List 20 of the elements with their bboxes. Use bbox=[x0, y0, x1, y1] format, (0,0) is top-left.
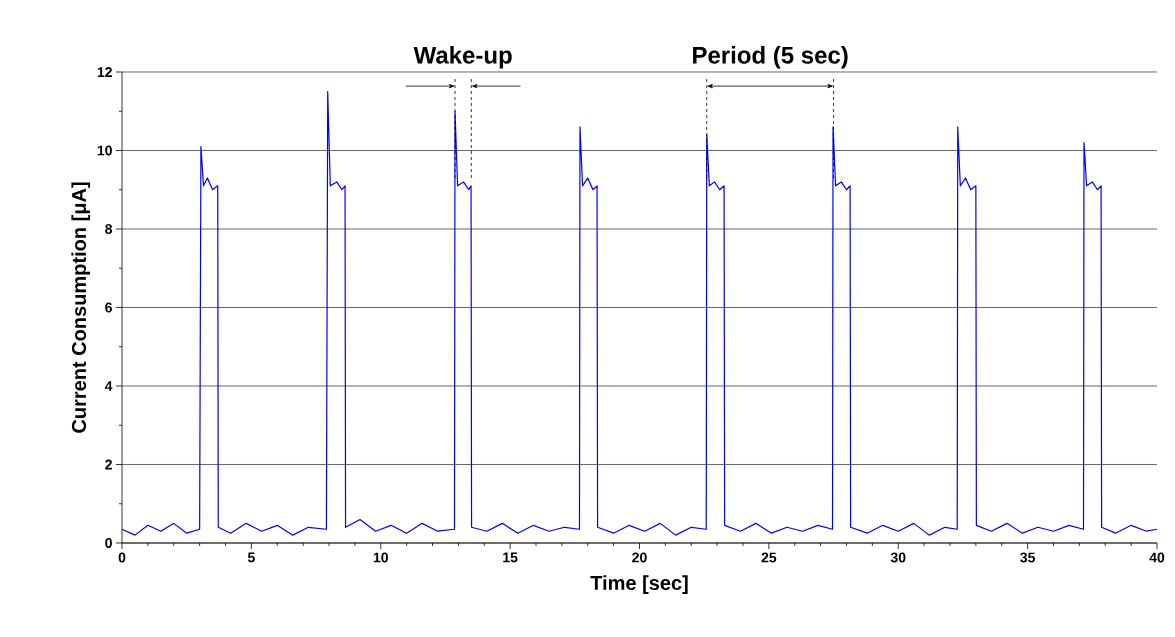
y-tick-label: 8 bbox=[105, 224, 113, 234]
x-tick-label: 30 bbox=[890, 552, 906, 563]
x-tick-label: 25 bbox=[761, 552, 777, 563]
x-tick-label: 40 bbox=[1149, 552, 1165, 563]
y-tick-label: 0 bbox=[105, 538, 112, 548]
y-tick-label: 2 bbox=[105, 459, 112, 470]
x-tick-label: 15 bbox=[503, 552, 518, 563]
x-tick-label: 20 bbox=[632, 552, 647, 563]
y-tick-label: 12 bbox=[97, 67, 112, 77]
y-tick-label: 4 bbox=[104, 381, 113, 391]
x-tick-label: 5 bbox=[247, 552, 255, 563]
y-tick-label: 6 bbox=[105, 302, 112, 313]
x-tick-label: 10 bbox=[373, 552, 388, 563]
y-axis-title: Current Consumption [μA] bbox=[71, 182, 91, 433]
y-tick-label: 10 bbox=[97, 145, 112, 156]
text: Wake-up bbox=[413, 46, 512, 69]
x-tick-label: 0 bbox=[118, 552, 126, 563]
x-tick-label: 35 bbox=[1020, 552, 1035, 563]
text: Period (5 sec) bbox=[693, 46, 848, 69]
x-axis-title: Time [sec] bbox=[590, 575, 688, 594]
